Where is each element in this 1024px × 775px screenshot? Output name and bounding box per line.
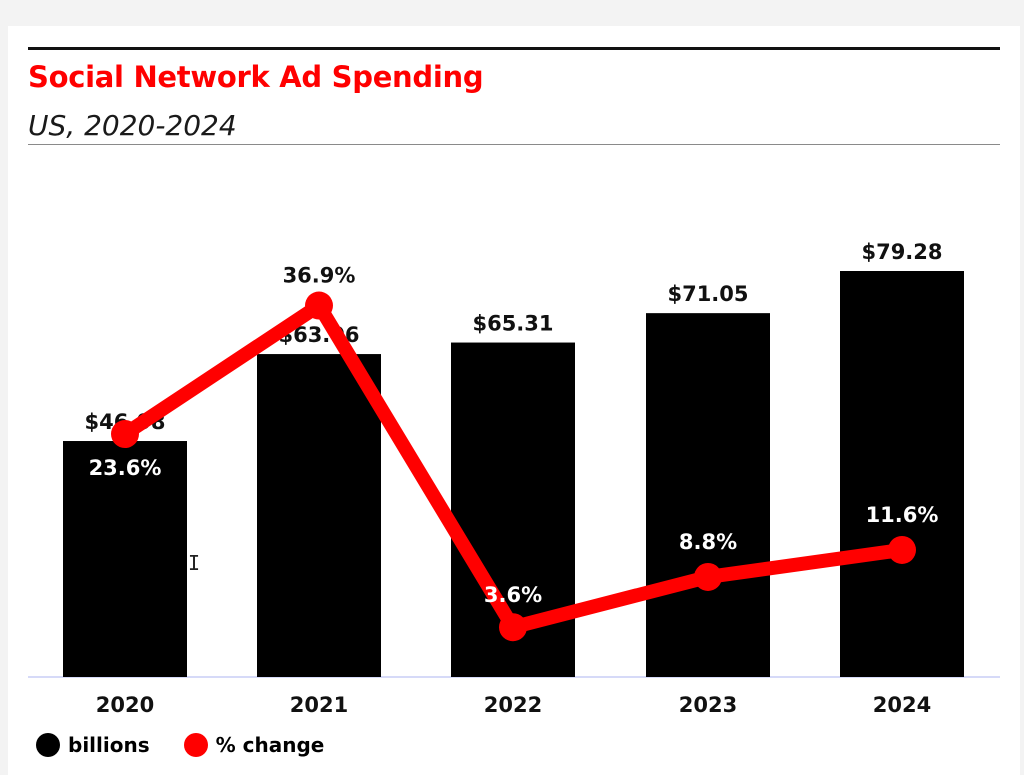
- change-label-2021: 36.9%: [283, 264, 356, 288]
- top-rule: [28, 47, 1000, 50]
- bar-2024: [840, 271, 964, 677]
- legend-swatch-change: [183, 733, 208, 757]
- legend-item-billions: billions: [36, 733, 150, 757]
- chart-title: Social Network Ad Spending: [28, 60, 484, 94]
- bar-value-label-2023: $71.05: [667, 282, 748, 306]
- x-tick-label-2024: 2024: [873, 693, 931, 717]
- change-point-2023: [694, 562, 722, 591]
- bar-2023: [646, 313, 770, 677]
- legend: billions % change: [36, 733, 358, 757]
- change-point-2021: [305, 291, 333, 320]
- x-tick-label-2020: 2020: [96, 693, 154, 717]
- change-label-2022: 3.6%: [484, 583, 542, 607]
- change-point-2020: [111, 420, 139, 449]
- change-point-2022: [499, 613, 527, 642]
- change-label-2024: 11.6%: [866, 503, 939, 527]
- bar-2021: [257, 354, 381, 677]
- subtitle-rule: [28, 144, 1000, 145]
- legend-swatch-billions: [36, 733, 60, 757]
- chart-subtitle: US, 2020-2024: [28, 109, 237, 142]
- change-point-2024: [888, 535, 916, 564]
- bar-value-label-2024: $79.28: [861, 240, 942, 264]
- legend-item-change: % change: [183, 733, 325, 757]
- x-tick-label-2022: 2022: [484, 693, 542, 717]
- bar-2020: [63, 441, 187, 677]
- legend-label-change: % change: [215, 733, 325, 757]
- bar-value-label-2022: $65.31: [472, 312, 553, 336]
- change-label-2020: 23.6%: [89, 456, 162, 480]
- x-tick-label-2023: 2023: [679, 693, 737, 717]
- text-cursor-icon: I: [188, 551, 201, 575]
- legend-label-billions: billions: [68, 733, 150, 757]
- x-tick-label-2021: 2021: [290, 693, 348, 717]
- change-label-2023: 8.8%: [679, 530, 737, 554]
